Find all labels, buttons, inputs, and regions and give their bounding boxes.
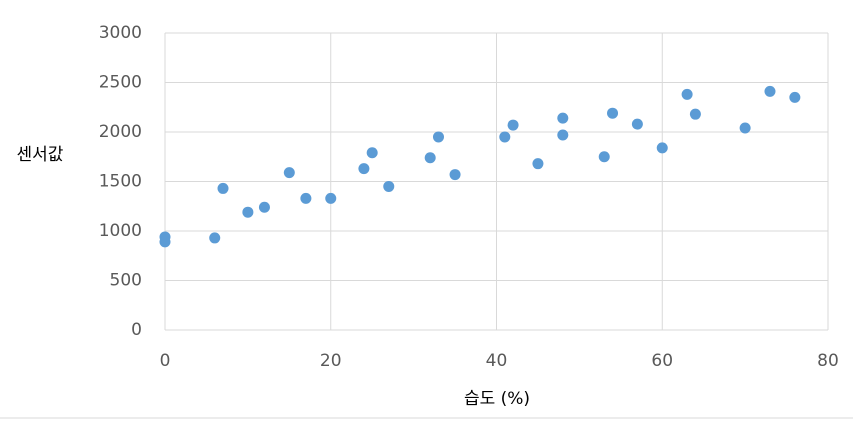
point [449,169,461,181]
y-tick-label: 1000 [99,221,142,241]
point [598,151,610,163]
point [325,192,337,204]
point [499,131,511,143]
point [631,118,643,130]
point [557,129,569,141]
point [681,88,693,100]
point [217,182,229,194]
y-axis-label: 센서값 [17,145,64,165]
x-tick-label: 20 [320,351,342,371]
y-tick-label: 500 [110,271,142,291]
point [209,232,221,244]
point [656,142,668,154]
point [764,85,776,97]
y-tick-label: 2000 [99,122,142,142]
point [383,180,395,192]
point [789,91,801,103]
y-tick-label: 3000 [99,23,142,43]
point [557,112,569,124]
point [424,152,436,164]
x-tick-label: 80 [817,351,839,371]
y-tick-label: 2500 [99,73,142,93]
point [358,163,370,175]
point [739,122,751,134]
point [532,158,544,170]
x-axis-label: 습도 (%) [464,389,530,409]
point [159,236,171,248]
point [432,131,444,143]
x-tick-label: 40 [486,351,508,371]
y-tick-label: 0 [131,320,142,340]
point [300,192,312,204]
point [283,167,295,179]
y-tick-label: 1500 [99,172,142,192]
point [689,108,701,120]
point [507,119,519,131]
point [366,147,378,159]
x-tick-label: 60 [651,351,673,371]
point [607,107,619,119]
x-tick-label: 0 [160,351,171,371]
point [242,206,254,218]
point [258,201,270,213]
